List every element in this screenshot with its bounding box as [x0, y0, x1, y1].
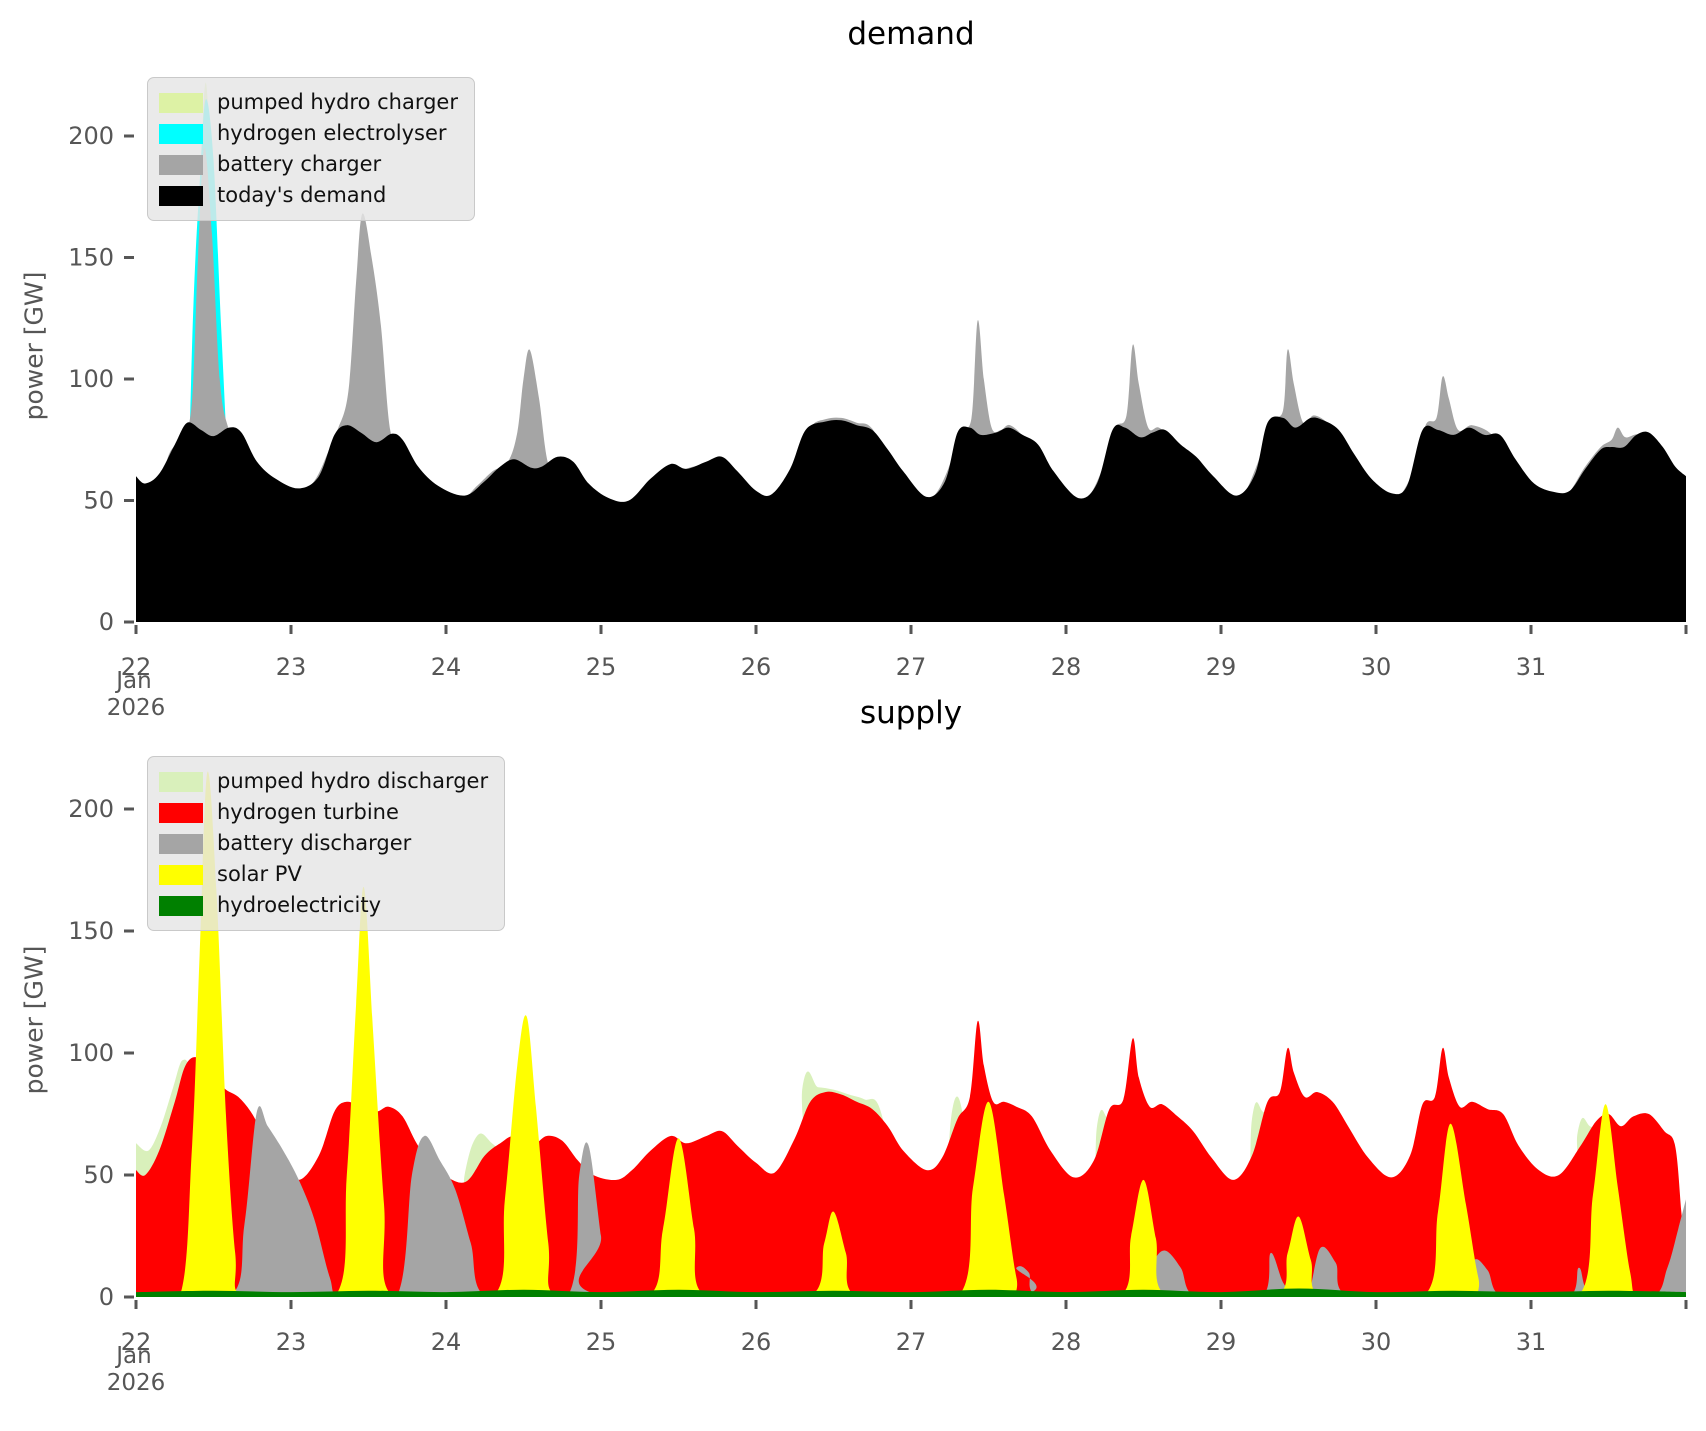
x-tick-label: 22	[121, 653, 152, 681]
supply-x-offset-year: 2026	[106, 1370, 166, 1396]
demand-area-today-s-demand	[136, 416, 1686, 622]
supply-area-solar-pv	[136, 771, 1686, 1297]
legend-label: today's demand	[217, 183, 387, 207]
x-tick-label: 24	[431, 1328, 462, 1356]
legend-swatch-icon	[159, 123, 203, 144]
demand-series-group	[136, 82, 1686, 622]
y-tick-label: 150	[68, 244, 114, 272]
legend-swatch-icon	[159, 864, 203, 885]
legend-item: solar PV	[159, 859, 488, 890]
legend-swatch-icon	[159, 92, 203, 113]
supply-area-hydroelectricity	[136, 1288, 1686, 1297]
x-tick-label: 23	[276, 653, 307, 681]
legend-label: hydroelectricity	[217, 893, 382, 917]
x-tick-label: 29	[1206, 653, 1237, 681]
legend-swatch-icon	[159, 771, 203, 792]
demand-y-axis-label: power [GW]	[19, 271, 49, 421]
x-tick-label: 31	[1516, 653, 1547, 681]
y-tick-label: 100	[68, 365, 114, 393]
supply-y-axis-label: power [GW]	[19, 945, 49, 1095]
supply-chart-title: supply	[859, 695, 963, 731]
legend-swatch-icon	[159, 154, 203, 175]
legend-item: hydroelectricity	[159, 890, 488, 921]
x-tick-label: 27	[896, 653, 927, 681]
legend-label: hydrogen turbine	[217, 800, 399, 824]
x-tick-label: 28	[1051, 1328, 1082, 1356]
y-tick-label: 0	[99, 1283, 114, 1311]
x-tick-label: 25	[586, 653, 617, 681]
legend-label: battery charger	[217, 152, 382, 176]
x-tick-label: 26	[741, 1328, 772, 1356]
y-tick-label: 200	[68, 122, 114, 150]
legend-item: battery charger	[159, 149, 458, 180]
legend-item: pumped hydro charger	[159, 87, 458, 118]
x-tick-label: 26	[741, 653, 772, 681]
y-tick-label: 0	[99, 608, 114, 636]
y-tick-label: 200	[68, 795, 114, 823]
legend-label: pumped hydro charger	[217, 90, 458, 114]
legend-swatch-icon	[159, 895, 203, 916]
legend-item: hydrogen electrolyser	[159, 118, 458, 149]
x-tick-label: 24	[431, 653, 462, 681]
supply-legend: pumped hydro discharger hydrogen turbine b…	[147, 756, 506, 931]
legend-label: pumped hydro discharger	[217, 769, 489, 793]
legend-swatch-icon	[159, 185, 203, 206]
legend-label: hydrogen electrolyser	[217, 121, 447, 145]
x-tick-label: 23	[276, 1328, 307, 1356]
x-tick-label: 31	[1516, 1328, 1547, 1356]
y-tick-label: 150	[68, 917, 114, 945]
supply-area-battery-discharger	[136, 1106, 1686, 1297]
x-tick-label: 30	[1361, 653, 1392, 681]
x-tick-label: 25	[586, 1328, 617, 1356]
demand-x-offset-month: Jan	[116, 668, 152, 694]
x-tick-label: 30	[1361, 1328, 1392, 1356]
supply-x-offset-month: Jan	[116, 1343, 152, 1369]
x-tick-label: 28	[1051, 653, 1082, 681]
x-tick-label: 27	[896, 1328, 927, 1356]
legend-label: solar PV	[217, 862, 302, 886]
y-tick-label: 50	[83, 487, 114, 515]
legend-label: battery discharger	[217, 831, 412, 855]
x-tick-label: 22	[121, 1328, 152, 1356]
legend-item: pumped hydro discharger	[159, 766, 488, 797]
legend-item: battery discharger	[159, 828, 488, 859]
legend-swatch-icon	[159, 833, 203, 854]
supply-series-group	[136, 771, 1686, 1297]
demand-chart-title: demand	[847, 16, 975, 52]
legend-item: hydrogen turbine	[159, 797, 488, 828]
legend-swatch-icon	[159, 802, 203, 823]
x-tick-label: 29	[1206, 1328, 1237, 1356]
y-tick-label: 100	[68, 1039, 114, 1067]
y-tick-label: 50	[83, 1161, 114, 1189]
legend-item: today's demand	[159, 180, 458, 211]
demand-legend: pumped hydro charger hydrogen electrolyse…	[147, 77, 475, 221]
demand-x-offset-year: 2026	[106, 695, 166, 721]
